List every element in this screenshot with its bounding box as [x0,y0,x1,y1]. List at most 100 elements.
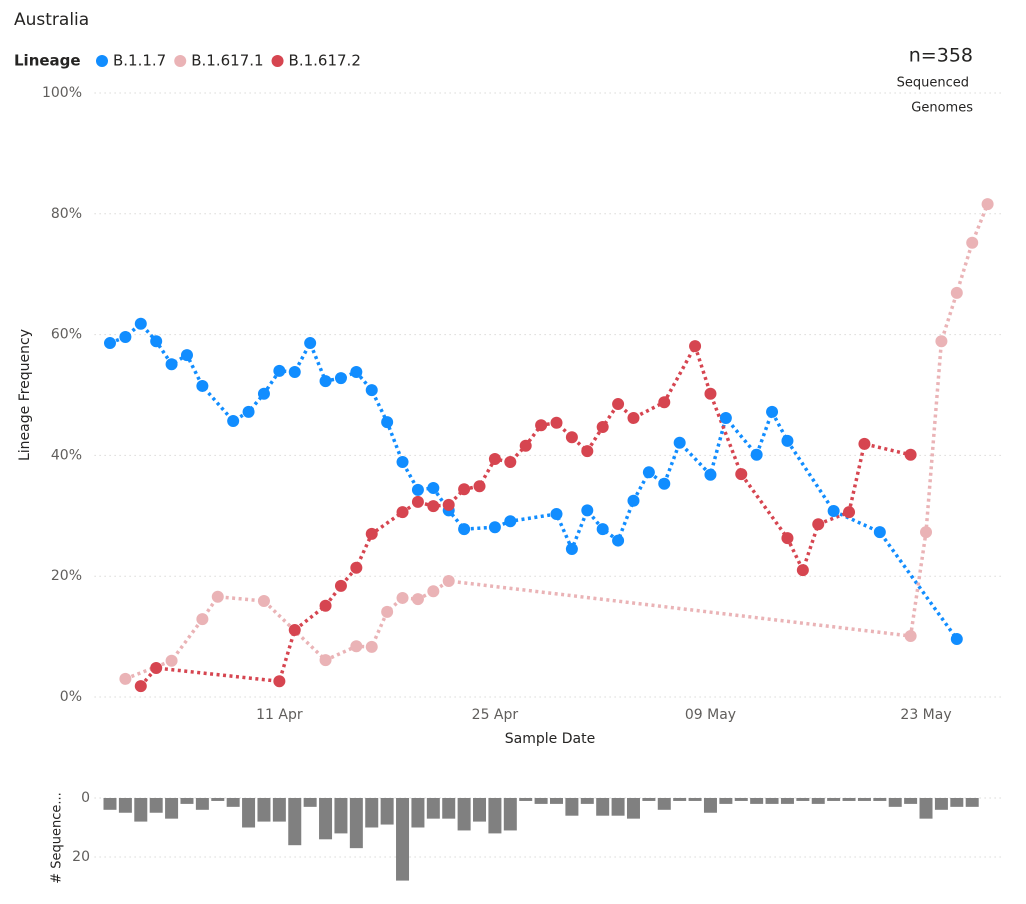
data-point [719,411,732,424]
bar [965,798,979,807]
bar [442,798,456,819]
data-point [581,504,594,517]
bar [242,798,256,828]
bar [426,798,440,819]
bar [334,798,348,834]
data-point [920,526,933,539]
data-point [473,480,486,493]
data-point [196,379,209,392]
data-point [627,411,640,424]
bar [396,798,410,881]
data-point [365,384,378,397]
data-point [550,507,563,520]
bar [580,798,594,804]
data-point [396,591,409,604]
y-tick-label: 80% [51,206,82,222]
legend-label: B.1.617.1 [191,52,263,70]
bar [750,798,764,804]
bar [180,798,194,804]
series-line [124,203,990,681]
data-point [504,456,517,469]
data-point [211,590,224,603]
bar [380,798,394,825]
y-tick-label: 100% [42,85,82,101]
data-point [704,468,717,481]
y-tick-label: 20% [51,568,82,584]
y-tick-label: 40% [51,447,82,463]
bar [642,798,656,801]
bar [719,798,733,804]
data-point [411,483,424,496]
bar [457,798,471,831]
y-axis-label: # Sequence... [50,792,65,884]
data-point [550,416,563,429]
bar [211,798,225,801]
data-point [257,594,270,607]
data-point [950,633,963,646]
data-point [119,331,132,344]
annotation: n=358 [909,45,973,67]
bar [288,798,302,846]
bar [657,798,671,810]
bar [103,798,117,810]
data-point [627,494,640,507]
legend-marker [271,55,284,67]
data-point [288,623,301,636]
data-point [427,500,440,513]
data-point [411,495,424,508]
data-point [565,431,578,444]
legend-marker [174,55,187,67]
data-point [581,445,594,458]
data-point [165,358,178,371]
bar [534,798,548,804]
bar [149,798,163,813]
annotation: Sequenced [897,76,969,91]
legend-label: B.1.617.2 [289,52,361,70]
data-point [304,337,317,350]
data-point [119,672,132,685]
bar [272,798,286,822]
bar [226,798,240,807]
data-point [904,448,917,461]
data-point [735,468,748,481]
data-point [812,518,825,531]
x-tick-label: 09 May [685,707,736,723]
data-point [273,364,286,377]
data-point [781,532,794,545]
data-point [458,483,471,496]
data-point [242,405,255,418]
data-point [950,286,963,299]
data-point [396,456,409,469]
data-point [227,414,240,427]
bar [118,798,132,813]
bar [473,798,487,822]
data-point [442,575,455,588]
data-point [658,477,671,490]
y-tick-label: 60% [51,327,82,343]
y-tick-label: 0 [81,790,90,806]
bar [934,798,948,810]
data-point [658,396,671,409]
data-point [365,640,378,653]
legend: B.1.1.7 B.1.617.1 B.1.617.2 [96,52,361,70]
bar [765,798,779,804]
bar [919,798,933,819]
data-point [134,317,147,330]
data-point [612,534,625,547]
data-point [134,680,147,693]
data-point [612,398,625,411]
data-point [427,585,440,598]
data-point [750,448,763,461]
bar [904,798,918,804]
data-point [165,654,178,667]
data-point [442,498,455,511]
data-point [642,466,655,479]
legend-label: B.1.1.7 [113,52,166,70]
data-point [180,349,193,362]
data-point [319,654,332,667]
data-point [350,561,363,574]
data-point [381,605,394,618]
data-point [150,662,163,675]
bar [780,798,794,804]
data-point [273,675,286,688]
